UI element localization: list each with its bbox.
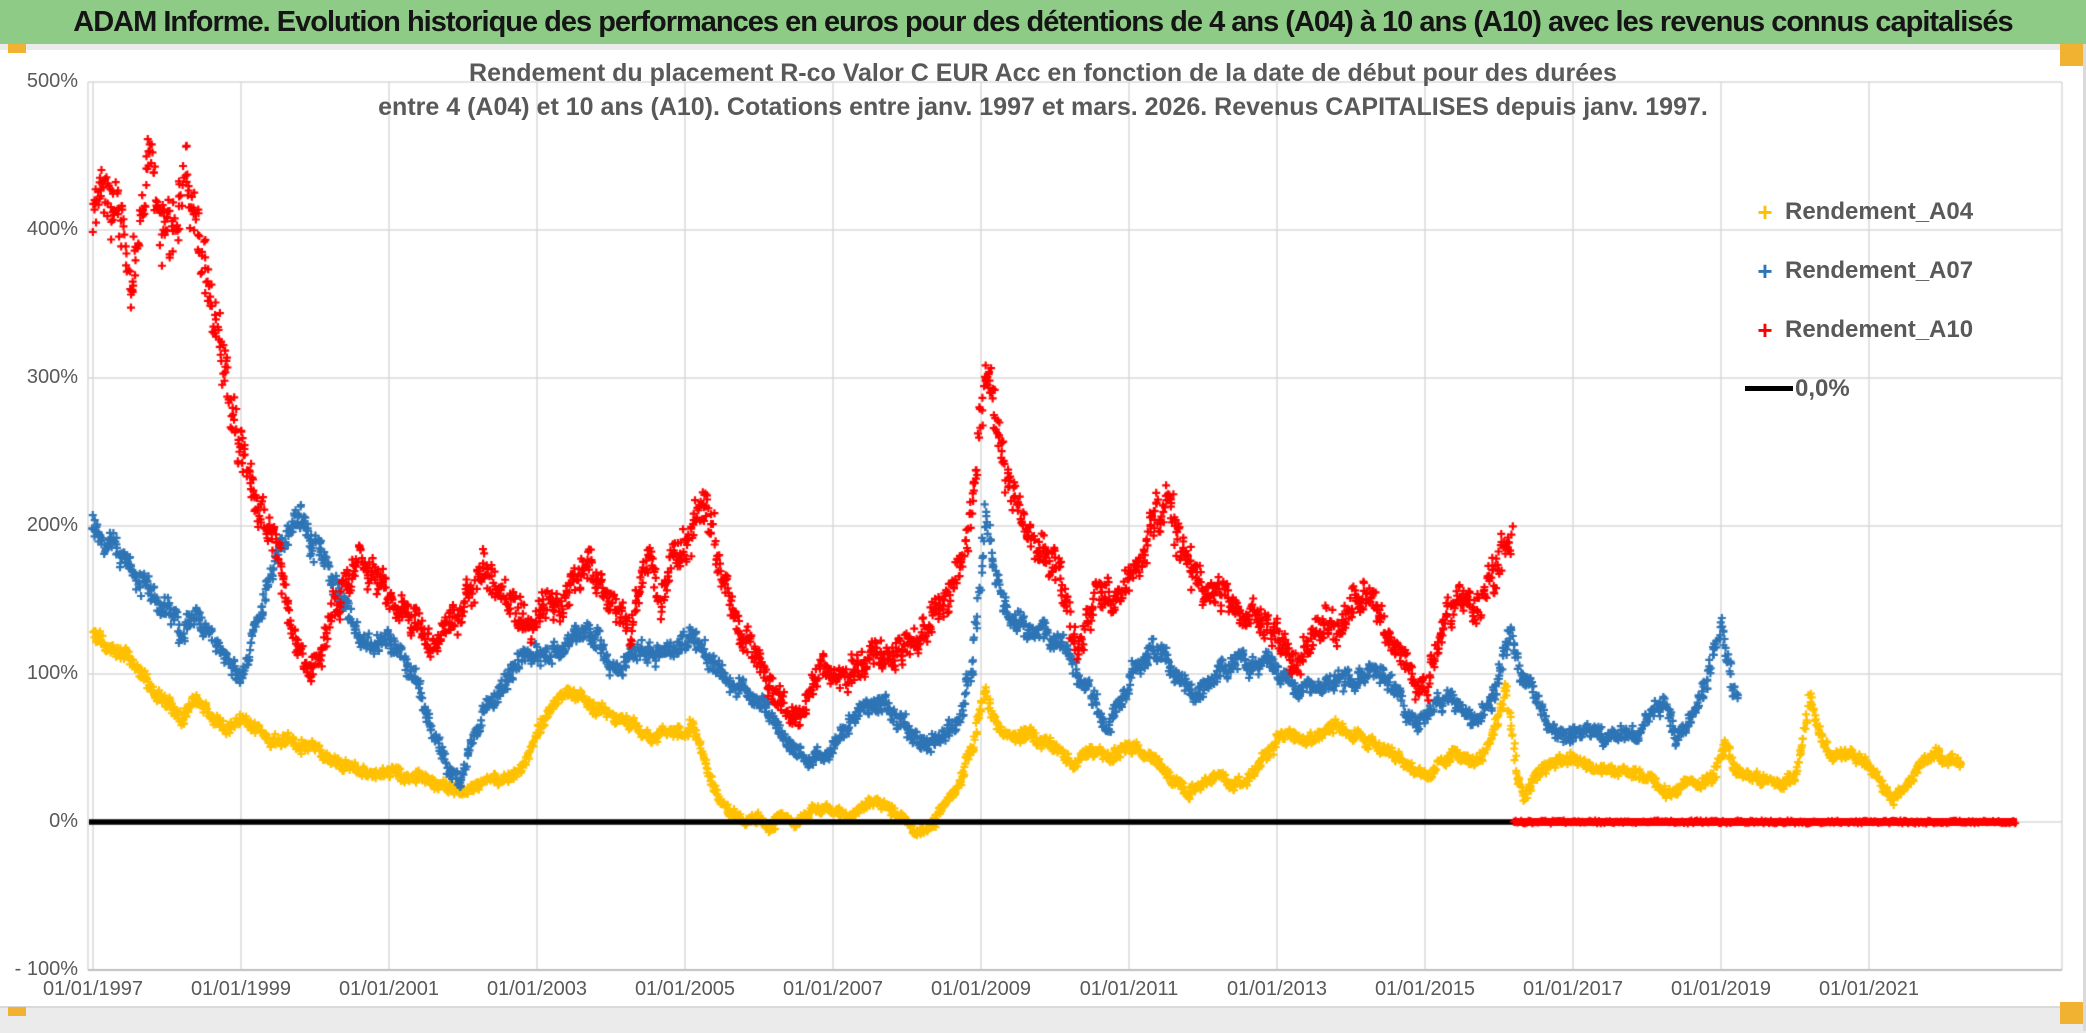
x-tick-label: 01/01/2019 — [1670, 978, 1772, 1000]
plus-marker-icon: + — [1757, 196, 1773, 227]
line-swatch-icon — [1745, 386, 1793, 391]
y-tick-label: 300% — [26, 366, 78, 388]
footer-divider — [0, 1006, 2086, 1033]
x-tick-label: 01/01/2007 — [782, 978, 884, 1000]
plus-marker-icon: + — [1757, 314, 1773, 345]
orange-accent-bottom-left — [8, 1007, 26, 1016]
y-tick-label: 100% — [26, 662, 78, 684]
legend-item-baseline[interactable]: 0,0% — [1745, 359, 1973, 418]
x-tick-label: 01/01/2013 — [1226, 978, 1328, 1000]
legend-label: Rendement_A10 — [1785, 315, 1974, 343]
x-tick-label: 01/01/2011 — [1079, 978, 1179, 1000]
x-tick-label: 01/01/2003 — [486, 978, 588, 1000]
legend-label: 0,0% — [1795, 374, 1850, 402]
chart-title[interactable]: Rendement du placement R-co Valor C EUR … — [0, 56, 2086, 124]
y-tick-label: 500% — [26, 70, 78, 92]
y-tick-label: - 100% — [14, 958, 78, 980]
y-tick-label: 400% — [26, 218, 78, 240]
chart-title-line1: Rendement du placement R-co Valor C EUR … — [469, 59, 1617, 87]
x-tick-label: 01/01/2005 — [634, 978, 736, 1000]
x-tick-label: 01/01/1999 — [190, 978, 292, 1000]
x-tick-label: 01/01/2017 — [1522, 978, 1624, 1000]
x-tick-label: 01/01/1997 — [42, 978, 144, 1000]
legend-item-Rendement_A07[interactable]: + Rendement_A07 — [1745, 241, 1973, 300]
sheet-title-bar[interactable]: ADAM Informe. Evolution historique des p… — [0, 0, 2086, 44]
legend-label: Rendement_A04 — [1785, 197, 1974, 225]
orange-accent-top-right — [2060, 44, 2086, 66]
orange-accent-top-left — [8, 44, 26, 53]
x-tick-label: 01/01/2021 — [1818, 978, 1920, 1000]
chart-legend[interactable]: + Rendement_A04 + Rendement_A07 + Rendement_A… — [1745, 182, 1973, 418]
plus-marker-icon: + — [1757, 255, 1773, 286]
window-right-edge — [2083, 44, 2086, 1031]
orange-accent-bottom-right — [2060, 1002, 2086, 1024]
header-divider — [0, 44, 2086, 50]
y-tick-label: 200% — [26, 514, 78, 536]
x-tick-label: 01/01/2001 — [338, 978, 440, 1000]
x-tick-label: 01/01/2009 — [930, 978, 1032, 1000]
chart-title-line2: entre 4 (A04) et 10 ans (A10). Cotations… — [378, 93, 1708, 121]
x-tick-label: 01/01/2015 — [1374, 978, 1476, 1000]
legend-item-Rendement_A10[interactable]: + Rendement_A10 — [1745, 300, 1973, 359]
sheet-title: ADAM Informe. Evolution historique des p… — [73, 5, 2013, 38]
legend-label: Rendement_A07 — [1785, 256, 1974, 284]
y-tick-label: 0% — [49, 810, 78, 832]
legend-item-Rendement_A04[interactable]: + Rendement_A04 — [1745, 182, 1973, 241]
